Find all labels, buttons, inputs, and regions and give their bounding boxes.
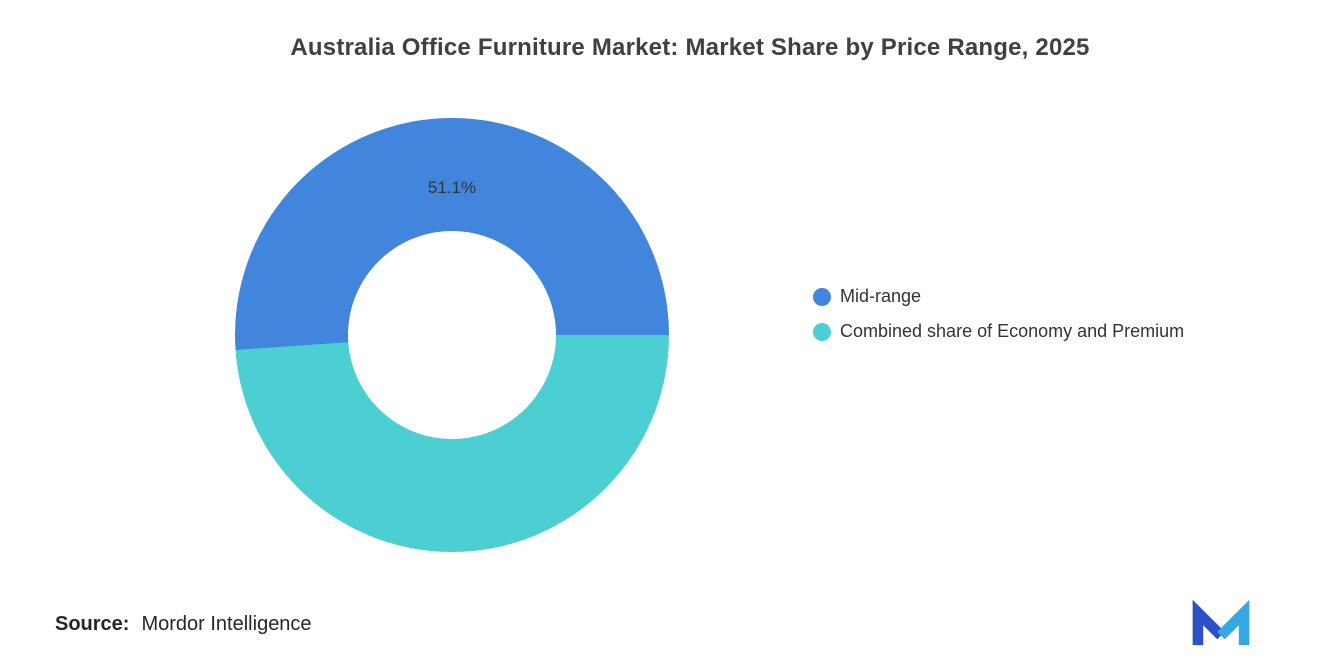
donut-chart: 51.1% xyxy=(235,118,669,552)
mordor-intelligence-logo-icon xyxy=(1192,599,1250,646)
source-text: Mordor Intelligence xyxy=(141,613,312,635)
chart-title: Australia Office Furniture Market: Marke… xyxy=(290,34,1090,61)
chart-legend: Mid-range Combined share of Economy and … xyxy=(813,286,1184,356)
source-attribution: Source: Mordor Intelligence xyxy=(55,613,312,636)
legend-item-mid-range: Mid-range xyxy=(813,286,1184,307)
legend-label: Combined share of Economy and Premium xyxy=(840,321,1185,341)
source-label: Source: xyxy=(55,613,130,635)
slice-data-label-mid-range: 51.1% xyxy=(427,178,477,197)
legend-item-economy-premium: Combined share of Economy and Premium xyxy=(813,321,1184,342)
legend-marker-icon xyxy=(813,287,831,306)
legend-label: Mid-range xyxy=(840,286,922,306)
legend-marker-icon xyxy=(813,322,831,341)
